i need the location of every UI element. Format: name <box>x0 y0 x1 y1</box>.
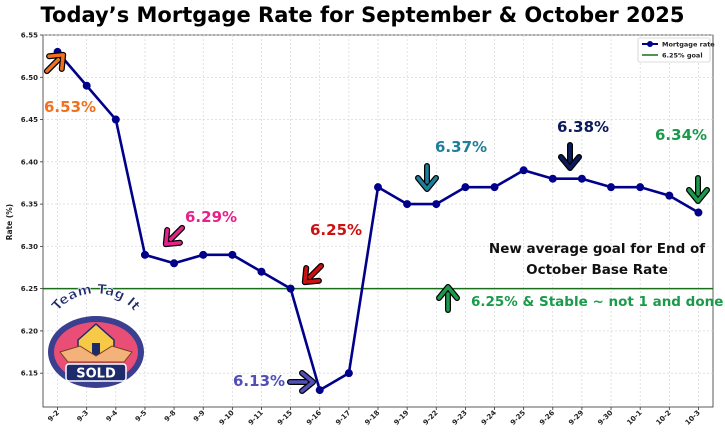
goal-note-line1: New average goal for End of <box>489 241 705 257</box>
y-tick-label: 6.15 <box>21 370 38 378</box>
data-point <box>344 369 353 378</box>
y-tick-label: 6.50 <box>21 74 38 82</box>
arrow-navy-icon <box>558 142 582 171</box>
data-point <box>315 386 324 395</box>
annotation-6-25: 6.25% <box>310 221 362 239</box>
data-point <box>607 183 616 192</box>
sold-banner <box>65 363 127 382</box>
data-point <box>228 250 237 259</box>
y-tick-label: 6.45 <box>21 116 38 124</box>
handshake-icon <box>59 345 133 363</box>
series-points <box>53 47 703 395</box>
x-tick-label: 9-30 <box>596 409 614 427</box>
x-tick-label: 9-5 <box>134 409 149 424</box>
legend-label-mortgage-rate: Mortgage rate <box>662 41 715 49</box>
annotation-6-29: 6.29% <box>185 208 237 226</box>
data-point <box>548 174 557 183</box>
goal-note-line2: October Base Rate <box>526 262 668 278</box>
data-point <box>82 81 91 90</box>
annotation-6-34: 6.34% <box>655 126 707 144</box>
arrow-teal-icon <box>415 163 439 192</box>
legend-label-goal: 6.25% goal <box>662 52 703 60</box>
data-point <box>111 115 120 124</box>
arrow-orange-icon <box>43 51 67 75</box>
y-axis-ticks: 6.15 6.20 6.25 6.30 6.35 6.40 6.45 6.50 6.55 <box>21 32 43 378</box>
data-point <box>170 259 179 268</box>
data-point <box>199 250 208 259</box>
x-tick-label: 9-17 <box>334 409 352 427</box>
x-tick-label: 9-10 <box>218 409 236 427</box>
x-tick-label: 10-2 <box>655 409 673 427</box>
y-tick-label: 6.55 <box>21 32 38 40</box>
y-axis-label: Rate (%) <box>5 204 14 241</box>
x-tick-label: 9-29 <box>567 409 585 427</box>
stable-note: 6.25% & Stable ~ not 1 and done <box>471 294 723 310</box>
data-point <box>694 208 703 217</box>
data-point <box>461 183 470 192</box>
team-tag-it-logo: Team Tag It SOLD <box>48 281 144 388</box>
legend-marker-swatch <box>647 41 653 47</box>
logo-top-text: Team Tag It <box>49 282 144 315</box>
data-point <box>257 267 266 276</box>
x-tick-label: 9-24 <box>480 409 498 427</box>
y-tick-label: 6.30 <box>21 243 38 251</box>
x-tick-label: 9-25 <box>509 409 527 427</box>
x-tick-label: 9-26 <box>538 409 556 427</box>
chart-title: Today’s Mortgage Rate for September & Oc… <box>40 3 685 27</box>
x-tick-label: 10-3 <box>684 409 702 427</box>
x-tick-label: 9-15 <box>276 409 294 427</box>
y-tick-label: 6.35 <box>21 201 38 209</box>
y-tick-label: 6.20 <box>21 327 38 335</box>
arrow-pink-icon <box>162 224 186 248</box>
annotation-6-38: 6.38% <box>557 118 609 136</box>
arrow-green-icon <box>686 175 710 204</box>
house-door <box>92 343 100 356</box>
data-point <box>432 200 441 209</box>
arrow-up-stable-icon <box>436 284 460 313</box>
x-tick-label: 9-19 <box>392 409 410 427</box>
sold-text: SOLD <box>76 367 116 382</box>
data-point <box>519 166 528 175</box>
annotation-6-37: 6.37% <box>435 138 487 156</box>
x-tick-label: 9-23 <box>451 409 469 427</box>
data-point <box>665 191 674 200</box>
arrow-purple-icon <box>287 370 316 394</box>
annotation-6-13: 6.13% <box>233 372 285 390</box>
x-tick-label: 10-1 <box>626 409 644 427</box>
x-tick-label: 9-18 <box>363 409 381 427</box>
x-tick-label: 9-16 <box>305 409 323 427</box>
annotation-6-53: 6.53% <box>44 98 96 116</box>
legend: Mortgage rate 6.25% goal <box>637 37 715 63</box>
y-tick-label: 6.25 <box>21 285 38 293</box>
data-point <box>577 174 586 183</box>
x-tick-label: 9-11 <box>247 409 265 427</box>
data-point <box>286 284 295 293</box>
data-point <box>490 183 499 192</box>
x-axis-ticks: 9-2 9-3 9-4 9-5 9-8 9-9 9-10 9-11 9-15 9-16 9-17 9-… <box>46 407 702 427</box>
x-tick-label: 9-22 <box>422 409 440 427</box>
x-tick-label: 9-8 <box>163 409 178 424</box>
x-tick-label: 9-3 <box>76 409 91 424</box>
data-point <box>140 250 149 259</box>
data-point <box>403 200 412 209</box>
data-point <box>374 183 382 192</box>
x-tick-label: 9-4 <box>105 409 120 424</box>
x-tick-label: 9-9 <box>192 409 207 424</box>
arrow-red-icon <box>301 262 325 286</box>
x-tick-label: 9-2 <box>46 409 61 424</box>
data-point <box>636 183 645 192</box>
y-tick-label: 6.40 <box>21 158 38 166</box>
